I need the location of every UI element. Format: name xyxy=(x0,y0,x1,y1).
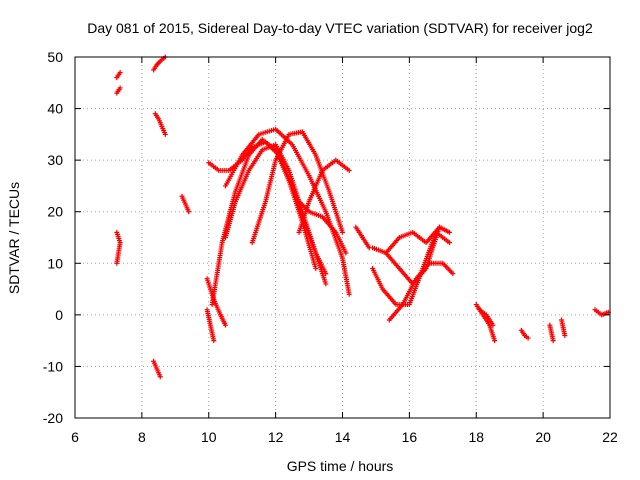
x-tick-label: 12 xyxy=(268,429,284,445)
data-point-marker xyxy=(157,374,163,380)
chart-title: Day 081 of 2015, Sidereal Day-to-day VTE… xyxy=(87,20,593,36)
y-axis-label: SDTVAR / TECUs xyxy=(6,182,22,294)
y-tick-label: 20 xyxy=(47,204,63,220)
y-tick-label: 30 xyxy=(47,152,63,168)
data-point-marker xyxy=(562,332,568,338)
x-axis-label: GPS time / hours xyxy=(287,458,394,474)
x-tick-label: 18 xyxy=(468,429,484,445)
data-point-marker xyxy=(346,291,352,297)
data-point-marker xyxy=(313,265,319,271)
y-tick-label: 40 xyxy=(47,101,63,117)
y-tick-label: 0 xyxy=(55,307,63,323)
x-tick-label: 14 xyxy=(335,429,351,445)
y-tick-label: -20 xyxy=(43,410,63,426)
data-point-marker xyxy=(343,250,349,256)
data-point-marker xyxy=(447,229,452,235)
data-point-marker xyxy=(186,209,192,215)
x-tick-label: 8 xyxy=(138,429,146,445)
grid xyxy=(75,57,610,418)
data-point-marker xyxy=(346,167,352,173)
data-point-marker xyxy=(162,131,168,137)
data-point-marker xyxy=(340,229,345,235)
axis-ticks: 6 8 10 12 14 16 18 20 22 -20 -10 0 10 20 30 40 50 xyxy=(43,49,618,445)
x-tick-label: 6 xyxy=(71,429,79,445)
y-tick-label: -10 xyxy=(43,358,63,374)
x-tick-label: 22 xyxy=(602,429,618,445)
data-point-marker xyxy=(222,322,228,328)
data-point-marker xyxy=(117,69,123,75)
data-point-marker xyxy=(450,271,456,277)
data-point-marker xyxy=(436,224,442,230)
data-point-marker xyxy=(323,281,329,287)
data-point-marker xyxy=(525,335,531,341)
y-tick-label: 50 xyxy=(47,49,63,65)
data-point-marker xyxy=(114,260,120,266)
data-point-marker xyxy=(550,338,556,344)
x-tick-label: 10 xyxy=(201,429,217,445)
x-tick-label: 16 xyxy=(402,429,418,445)
data-points xyxy=(114,54,611,380)
data-point-marker xyxy=(490,322,496,328)
y-tick-label: 10 xyxy=(47,255,63,271)
x-tick-label: 20 xyxy=(535,429,551,445)
data-point-marker xyxy=(117,85,123,91)
data-point-marker xyxy=(211,338,217,344)
data-point-marker xyxy=(492,338,498,344)
data-point-marker xyxy=(447,240,452,246)
